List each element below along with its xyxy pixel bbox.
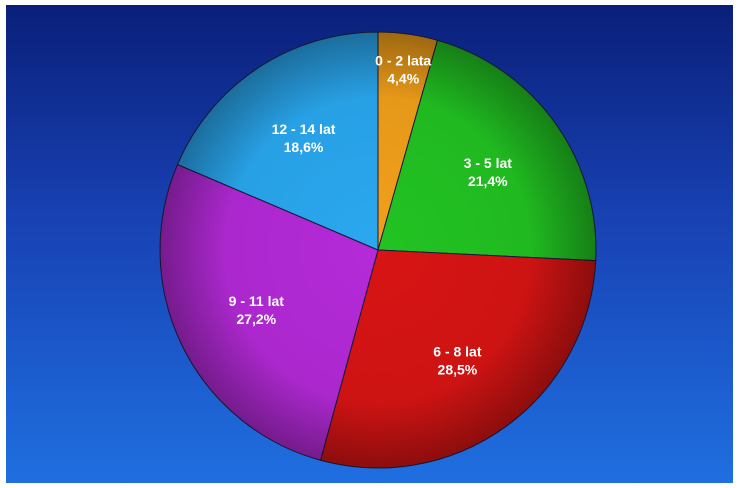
- pie-slices: [159, 31, 597, 469]
- slice-category-label: 6 - 8 lat: [433, 343, 482, 359]
- slice-value-label: 21,4%: [468, 173, 508, 189]
- slice-value-label: 28,5%: [438, 361, 478, 377]
- slice-category-label: 12 - 14 lat: [272, 121, 336, 137]
- slice-value-label: 4,4%: [387, 71, 419, 87]
- slice-category-label: 9 - 11 lat: [229, 293, 285, 309]
- chart-background: 0 - 2 lata 4,4% 3 - 5 lat 21,4% 6 - 8 lat 28,…: [6, 5, 733, 483]
- pie-labels: 0 - 2 lata 4,4% 3 - 5 lat 21,4% 6 - 8 lat 28,…: [229, 53, 513, 378]
- slice-category-label: 0 - 2 lata: [375, 53, 431, 69]
- slice-category-label: 3 - 5 lat: [464, 155, 513, 171]
- pie-chart: 0 - 2 lata 4,4% 3 - 5 lat 21,4% 6 - 8 lat 28,…: [159, 31, 597, 469]
- slice-value-label: 27,2%: [236, 311, 276, 327]
- slice-value-label: 18,6%: [284, 139, 324, 155]
